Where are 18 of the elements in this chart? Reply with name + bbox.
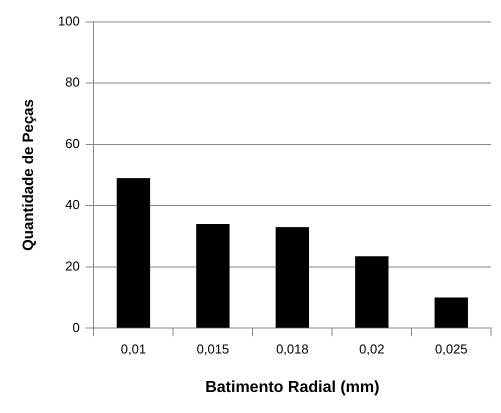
x-tick-label: 0,015 [196, 342, 230, 357]
x-tick-label: 0,02 [359, 342, 384, 357]
y-tick-label: 80 [65, 74, 80, 90]
y-tick-label: 60 [65, 136, 80, 151]
x-tick-label: 0,025 [434, 342, 468, 357]
y-tick-label: 20 [65, 258, 80, 274]
bar [116, 178, 150, 328]
x-tick-label: 0,018 [276, 342, 309, 357]
bar [355, 256, 388, 328]
y-axis-title: Quantidade de Peças [20, 99, 38, 251]
bar [434, 298, 468, 328]
y-tick-label: 0 [72, 320, 80, 335]
bar [196, 224, 230, 328]
x-tick-label: 0,01 [120, 342, 146, 357]
bar [276, 227, 310, 328]
y-tick-label: 40 [65, 197, 80, 212]
x-axis-title: Batimento Radial (mm) [205, 378, 380, 396]
y-tick-label: 100 [58, 13, 80, 28]
